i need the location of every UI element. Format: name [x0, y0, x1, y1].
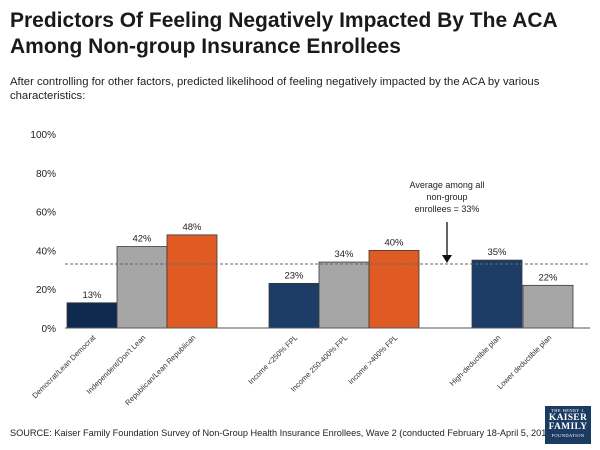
data-label: 48% [182, 222, 202, 233]
data-label: 42% [132, 234, 152, 245]
category-label: Income >400% FPL [346, 333, 399, 386]
data-label: 22% [538, 272, 558, 283]
annotation-arrow-head [442, 255, 452, 263]
bar [116, 246, 168, 329]
kff-logo: THE HENRY J. KAISER FAMILY FOUNDATION [545, 406, 591, 444]
y-tick-label: 100% [30, 130, 56, 141]
category-label: Lower deductible plan [495, 333, 553, 391]
y-tick-label: 0% [42, 324, 57, 335]
category-label: Income <250% FPL [246, 333, 299, 386]
logo-line-4: FOUNDATION [551, 433, 585, 438]
logo-line-2: KAISER [548, 413, 588, 423]
bar [522, 284, 574, 329]
bar [318, 261, 370, 329]
bar [471, 259, 523, 329]
source-note: SOURCE: Kaiser Family Foundation Survey … [10, 428, 555, 438]
average-annotation-line: non-group [426, 192, 467, 202]
data-label: 13% [82, 290, 102, 301]
data-label: 35% [487, 247, 507, 258]
y-tick-label: 60% [36, 208, 56, 219]
y-tick-label: 80% [36, 169, 56, 180]
chart-title: Predictors Of Feeling Negatively Impacte… [10, 9, 557, 58]
bar [166, 234, 218, 329]
data-label: 34% [334, 249, 354, 260]
average-annotation-line: enrollees = 33% [415, 204, 480, 214]
y-tick-label: 20% [36, 285, 56, 296]
y-tick-label: 40% [36, 246, 56, 257]
data-label: 40% [384, 237, 404, 248]
logo-line-1: THE HENRY J. [551, 408, 585, 413]
logo-line-3: FAMILY [548, 422, 588, 432]
bar [368, 249, 420, 329]
data-label: 23% [284, 270, 304, 281]
average-annotation-line: Average among all [410, 180, 485, 190]
average-annotation: Average among all non-group enrollees = 33… [410, 180, 485, 214]
category-label: Income 250-400% FPL [289, 333, 350, 394]
chart-subtitle: After controlling for other factors, pre… [10, 76, 540, 102]
bar [268, 282, 320, 329]
category-label: High-deductible plan [448, 333, 503, 388]
bar [66, 302, 118, 329]
